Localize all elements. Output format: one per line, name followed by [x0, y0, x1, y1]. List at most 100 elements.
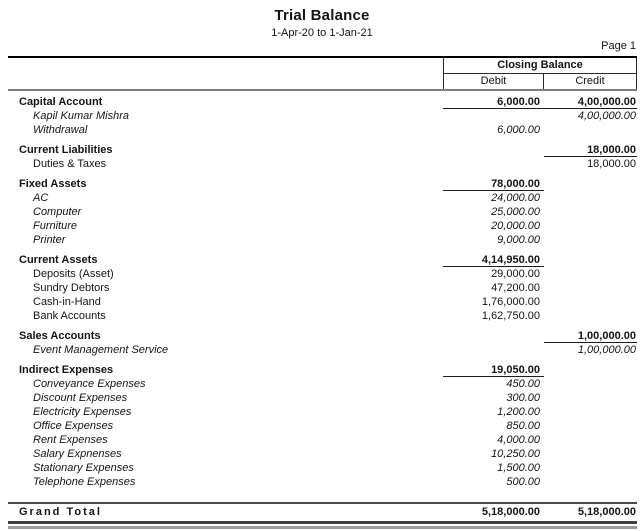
account-name: AC	[33, 192, 49, 204]
credit-amount	[544, 461, 637, 475]
credit-amount	[544, 295, 637, 309]
credit-amount	[544, 205, 637, 219]
credit-amount	[544, 475, 637, 489]
grand-total-bottom-rule-gray	[8, 526, 637, 529]
report-row-indirect-expenses: Indirect Expenses 19,050.00	[8, 363, 637, 377]
report-row-sales-accounts: Sales Accounts 1,00,000.00	[8, 329, 637, 343]
credit-amount	[544, 177, 637, 191]
grand-total-credit: 5,18,000.00	[577, 506, 636, 518]
report-row-fixed-assets: Fixed Assets 78,000.00	[8, 177, 637, 191]
report-row-bank-accounts: Bank Accounts 1,62,750.00	[8, 309, 637, 323]
account-name: Sundry Debtors	[33, 282, 110, 294]
account-name: Capital Account	[19, 96, 103, 108]
account-name: Printer	[33, 234, 66, 246]
credit-amount	[544, 233, 637, 247]
grand-total-bottom-rule-gap	[8, 524, 637, 526]
debit-amount: 47,200.00	[491, 282, 540, 294]
report-row-electricity-expenses: Electricity Expenses 1,200.00	[8, 405, 637, 419]
credit-column-header: Credit	[575, 75, 605, 87]
debit-amount	[443, 343, 544, 357]
debit-amount	[443, 157, 544, 171]
account-name: Cash-in-Hand	[33, 296, 101, 308]
credit-amount	[544, 123, 637, 137]
page-number: Page 1	[601, 40, 636, 52]
account-name: Sales Accounts	[19, 330, 101, 342]
credit-amount	[544, 447, 637, 461]
debit-amount: 9,000.00	[497, 234, 540, 246]
closing-balance-header: Closing Balance	[444, 58, 636, 74]
credit-amount: 1,00,000.00	[544, 329, 637, 343]
credit-amount: 4,00,000.00	[577, 110, 636, 122]
credit-amount	[544, 309, 637, 323]
account-name: Conveyance Expenses	[33, 378, 146, 390]
report-row-current-assets: Current Assets 4,14,950.00	[8, 253, 637, 267]
report-row-telephone-expenses: Telephone Expenses 500.00	[8, 475, 637, 489]
credit-amount	[544, 363, 637, 377]
account-name: Telephone Expenses	[33, 476, 136, 488]
debit-amount: 1,76,000.00	[481, 296, 540, 308]
grand-total-label: Grand Total	[19, 506, 102, 518]
report-row-current-liabilities: Current Liabilities 18,000.00	[8, 143, 637, 157]
credit-amount: 18,000.00	[544, 143, 637, 157]
report-row-withdrawal: Withdrawal 6,000.00	[8, 123, 637, 137]
debit-amount: 1,500.00	[497, 462, 540, 474]
debit-amount: 500.00	[506, 476, 540, 488]
report-period: 1-Apr-20 to 1-Jan-21	[271, 27, 373, 39]
account-name: Rent Expenses	[33, 434, 108, 446]
account-name: Office Expenses	[33, 420, 114, 432]
report-title: Trial Balance	[274, 7, 370, 24]
account-name: Salary Expnenses	[33, 448, 122, 460]
debit-amount: 1,62,750.00	[481, 310, 540, 322]
debit-amount: 300.00	[506, 392, 540, 404]
account-name: Computer	[33, 206, 82, 218]
debit-amount: 4,14,950.00	[443, 253, 544, 267]
debit-amount	[443, 109, 544, 123]
debit-amount: 10,250.00	[491, 448, 540, 460]
credit-amount	[544, 191, 637, 205]
report-row-event-management-service: Event Management Service 1,00,000.00	[8, 343, 637, 357]
debit-amount: 450.00	[506, 378, 540, 390]
credit-amount: 18,000.00	[587, 158, 636, 170]
account-name: Current Assets	[19, 254, 98, 266]
credit-amount	[544, 377, 637, 391]
report-table: Closing Balance Debit Credit Capital Acc…	[8, 56, 637, 529]
debit-amount: 20,000.00	[491, 220, 540, 232]
report-row-capital-account: Capital Account 6,000.00 4,00,000.00	[8, 95, 637, 109]
account-name: Bank Accounts	[33, 310, 106, 322]
account-name: Deposits (Asset)	[33, 268, 114, 280]
report-row-office-expenses: Office Expenses 850.00	[8, 419, 637, 433]
grand-total-row: Grand Total 5,18,000.00 5,18,000.00	[8, 502, 637, 521]
credit-amount	[544, 267, 637, 281]
account-name: Fixed Assets	[19, 178, 87, 190]
debit-amount	[443, 329, 544, 343]
report-row-sundry-debtors: Sundry Debtors 47,200.00	[8, 281, 637, 295]
report-row-ac: AC 24,000.00	[8, 191, 637, 205]
debit-amount: 78,000.00	[443, 177, 544, 191]
debit-amount: 4,000.00	[497, 434, 540, 446]
report-row-salary-expnenses: Salary Expnenses 10,250.00	[8, 447, 637, 461]
debit-amount: 25,000.00	[491, 206, 540, 218]
account-name: Discount Expenses	[33, 392, 128, 404]
report-row-cash-in-hand: Cash-in-Hand 1,76,000.00	[8, 295, 637, 309]
debit-credit-header-row: Debit Credit	[444, 74, 636, 89]
credit-amount	[544, 219, 637, 233]
report-row-printer: Printer 9,000.00	[8, 233, 637, 247]
account-name: Stationary Expenses	[33, 462, 134, 474]
debit-amount: 29,000.00	[491, 268, 540, 280]
report-row-furniture: Furniture 20,000.00	[8, 219, 637, 233]
credit-amount	[544, 391, 637, 405]
grand-total-debit: 5,18,000.00	[481, 506, 540, 518]
grand-total-bottom-rule-dark	[8, 521, 637, 524]
debit-amount: 24,000.00	[491, 192, 540, 204]
credit-amount: 4,00,000.00	[544, 95, 637, 109]
report-rows: Capital Account 6,000.00 4,00,000.00 Kapil …	[8, 91, 637, 489]
credit-amount	[544, 433, 637, 447]
account-name: Event Management Service	[33, 344, 169, 356]
debit-amount: 6,000.00	[443, 95, 544, 109]
account-name: Current Liabilities	[19, 144, 113, 156]
credit-amount: 1,00,000.00	[577, 344, 636, 356]
account-name: Duties & Taxes	[33, 158, 107, 170]
report-row-computer: Computer 25,000.00	[8, 205, 637, 219]
debit-amount: 6,000.00	[497, 124, 540, 136]
